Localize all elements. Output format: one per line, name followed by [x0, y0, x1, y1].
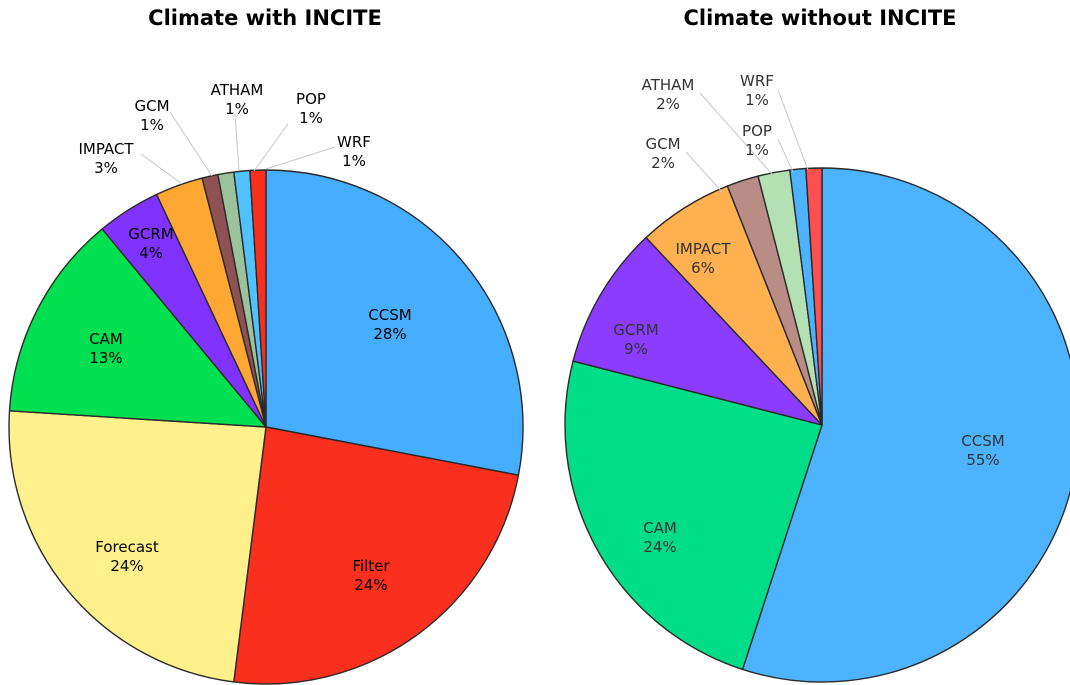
with-incite-value-pop: 1%: [299, 109, 323, 127]
with-incite-slice-filter: [233, 426, 520, 685]
with-incite-slice-forecast: [8, 410, 267, 683]
without-incite-leader-line-atham: [699, 92, 773, 175]
without-incite-slice-gcrm: [572, 236, 823, 426]
without-incite-label-atham: ATHAM: [642, 76, 695, 94]
with-incite-label-cam: CAM: [89, 330, 123, 348]
with-incite-label-atham: ATHAM: [211, 81, 264, 99]
chart-title-with-incite: Climate with INCITE: [148, 6, 382, 30]
without-incite-label-gcrm: GCRM: [613, 321, 658, 339]
with-incite-slice-wrf: [249, 169, 267, 428]
with-incite-label-gcrm: GCRM: [128, 225, 173, 243]
without-incite-value-impact: 6%: [691, 259, 715, 277]
with-incite-label-pop: POP: [296, 90, 326, 108]
without-incite-leader-line-gcm: [685, 151, 724, 194]
chart-title-without-incite: Climate without INCITE: [683, 6, 957, 30]
without-incite-value-wrf: 1%: [745, 91, 769, 109]
without-incite-leader-line-wrf: [777, 89, 809, 171]
with-incite-value-atham: 1%: [225, 100, 249, 118]
without-incite-leader-line-pop: [777, 138, 794, 173]
without-incite-value-gcm: 2%: [651, 154, 675, 172]
with-incite-value-gcm: 1%: [140, 116, 164, 134]
without-incite-label-pop: POP: [742, 122, 772, 140]
without-incite-label-wrf: WRF: [740, 72, 774, 90]
without-incite-value-gcrm: 9%: [624, 340, 648, 358]
with-incite-leader-line-impact: [140, 153, 183, 185]
with-incite-value-filter: 24%: [354, 576, 387, 594]
with-incite-leader-line-gcm: [169, 111, 213, 177]
with-incite-label-ccsm: CCSM: [368, 306, 411, 324]
without-incite-slice-cam: [564, 360, 823, 671]
with-incite-label-forecast: Forecast: [95, 538, 159, 556]
without-incite-value-ccsm: 55%: [966, 451, 999, 469]
with-incite-value-impact: 3%: [94, 159, 118, 177]
without-incite-label-impact: IMPACT: [675, 240, 731, 258]
with-incite-leader-line-atham: [234, 113, 240, 172]
without-incite-slice-ccsm: [741, 167, 1070, 683]
with-incite-leader-line-pop: [253, 123, 289, 172]
with-incite-leader-line-wrf: [265, 146, 336, 170]
without-incite-value-pop: 1%: [745, 141, 769, 159]
without-incite-value-cam: 24%: [643, 538, 676, 556]
without-incite-label-gcm: GCM: [645, 135, 680, 153]
with-incite-value-wrf: 1%: [342, 152, 366, 170]
with-incite-value-gcrm: 4%: [139, 244, 163, 262]
with-incite-slice-ccsm: [265, 169, 524, 476]
with-incite-label-wrf: WRF: [337, 133, 371, 151]
without-incite-value-atham: 2%: [656, 95, 680, 113]
without-incite-label-cam: CAM: [643, 519, 677, 537]
with-incite-value-ccsm: 28%: [373, 325, 406, 343]
without-incite-label-ccsm: CCSM: [961, 432, 1004, 450]
with-incite-value-cam: 13%: [89, 349, 122, 367]
with-incite-label-gcm: GCM: [134, 97, 169, 115]
without-incite-slice-wrf: [805, 167, 823, 426]
with-incite-slice-cam: [8, 228, 267, 428]
with-incite-label-impact: IMPACT: [78, 140, 134, 158]
with-incite-label-filter: Filter: [352, 557, 390, 575]
with-incite-value-forecast: 24%: [110, 557, 143, 575]
